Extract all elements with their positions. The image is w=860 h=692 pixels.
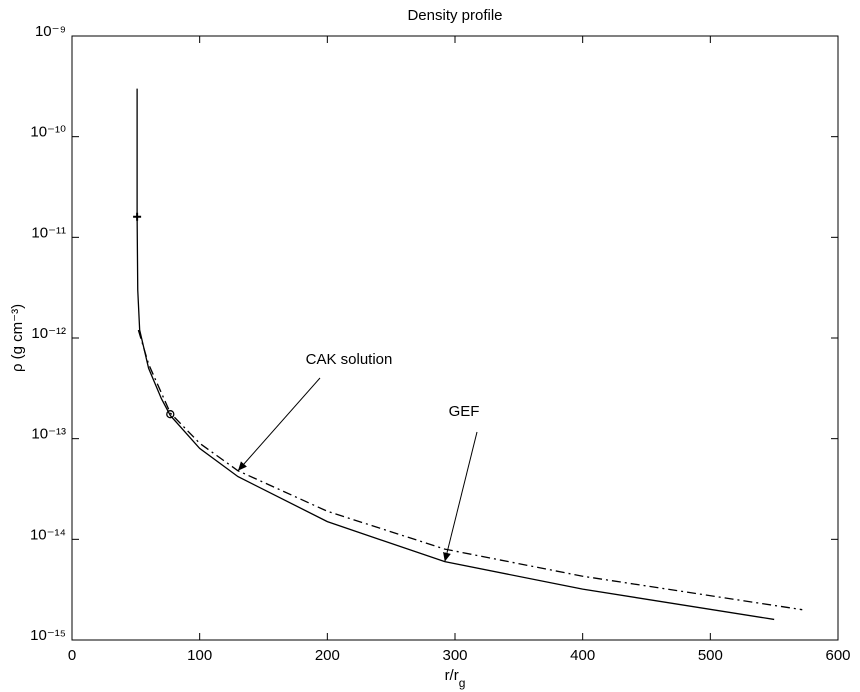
x-tick-label: 200 [315, 647, 340, 664]
axes-box [71, 35, 839, 641]
x-tick-label: 500 [698, 647, 723, 664]
y-tick-label: 10⁻¹¹ [31, 224, 66, 241]
x-tick-label: 600 [825, 647, 850, 664]
annotation-label: GEF [449, 403, 480, 420]
y-tick-label: 10⁻¹⁰ [30, 124, 66, 141]
y-tick-label: 10⁻¹² [31, 325, 66, 342]
annotation-arrow [443, 431, 478, 562]
y-tick-label: 10⁻¹⁴ [30, 526, 66, 543]
x-label-sub: g [459, 676, 466, 690]
y-axis-label: ρ (g cm⁻³) [9, 304, 26, 372]
x-tick-label: 400 [570, 647, 595, 664]
annotation-arrow [237, 377, 321, 472]
chart-title: Density profile [407, 7, 502, 24]
annotation-label: CAK solution [306, 351, 393, 368]
x-axis-label: r/rg [445, 667, 466, 690]
x-tick-label: 100 [187, 647, 212, 664]
y-tick-label: 10⁻¹⁵ [30, 627, 66, 644]
x-tick-label: 300 [442, 647, 467, 664]
circle-marker [166, 410, 175, 419]
x-tick-label: 0 [68, 647, 76, 664]
y-tick-label: 10⁻¹³ [31, 426, 66, 443]
data-line [137, 329, 803, 611]
x-label-main: r/r [445, 667, 459, 684]
data-line [136, 88, 775, 621]
y-tick-label: 10⁻⁹ [35, 23, 66, 40]
plus-marker [133, 212, 142, 221]
